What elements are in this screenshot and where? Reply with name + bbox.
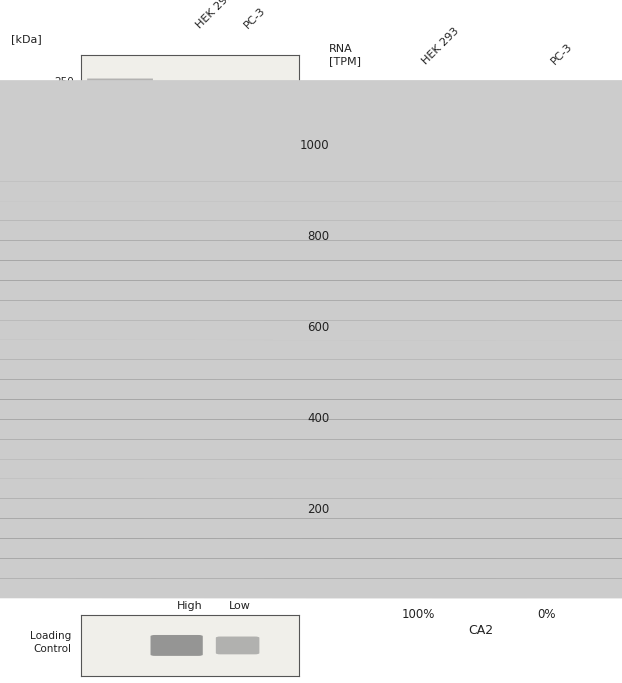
FancyBboxPatch shape [87, 492, 153, 498]
FancyBboxPatch shape [0, 339, 622, 360]
FancyBboxPatch shape [0, 100, 622, 122]
FancyBboxPatch shape [0, 458, 622, 479]
FancyBboxPatch shape [0, 517, 622, 538]
FancyBboxPatch shape [0, 418, 622, 439]
FancyBboxPatch shape [0, 497, 622, 518]
FancyBboxPatch shape [0, 160, 622, 181]
FancyBboxPatch shape [0, 378, 622, 400]
FancyBboxPatch shape [87, 213, 153, 219]
Text: 1000: 1000 [300, 139, 329, 152]
FancyBboxPatch shape [0, 140, 622, 161]
Text: CA2: CA2 [468, 624, 493, 637]
FancyBboxPatch shape [87, 272, 153, 278]
FancyBboxPatch shape [0, 279, 622, 301]
FancyBboxPatch shape [0, 219, 622, 240]
Text: [kDa]: [kDa] [11, 34, 42, 44]
Text: High: High [177, 601, 203, 611]
FancyBboxPatch shape [0, 359, 622, 380]
Text: HEK 293: HEK 293 [420, 25, 462, 66]
FancyBboxPatch shape [0, 298, 622, 320]
FancyBboxPatch shape [0, 199, 622, 221]
FancyBboxPatch shape [151, 635, 203, 656]
FancyBboxPatch shape [218, 395, 264, 411]
FancyBboxPatch shape [0, 318, 622, 340]
FancyBboxPatch shape [87, 417, 153, 423]
FancyBboxPatch shape [0, 298, 622, 320]
FancyBboxPatch shape [87, 79, 153, 85]
FancyBboxPatch shape [0, 576, 622, 598]
FancyBboxPatch shape [0, 359, 622, 380]
FancyBboxPatch shape [0, 160, 622, 181]
FancyBboxPatch shape [0, 458, 622, 479]
Text: PC-3: PC-3 [242, 5, 267, 31]
FancyBboxPatch shape [87, 262, 153, 267]
Text: PC-3: PC-3 [549, 41, 575, 66]
FancyBboxPatch shape [0, 81, 622, 102]
FancyBboxPatch shape [87, 229, 153, 234]
FancyBboxPatch shape [0, 477, 622, 499]
FancyBboxPatch shape [0, 339, 622, 360]
FancyBboxPatch shape [0, 557, 622, 579]
Text: 200: 200 [307, 503, 329, 516]
FancyBboxPatch shape [0, 557, 622, 579]
FancyBboxPatch shape [0, 398, 622, 419]
FancyBboxPatch shape [0, 477, 622, 499]
FancyBboxPatch shape [0, 259, 622, 281]
FancyBboxPatch shape [0, 120, 622, 141]
FancyBboxPatch shape [0, 239, 622, 261]
FancyBboxPatch shape [87, 175, 153, 180]
FancyBboxPatch shape [0, 81, 622, 102]
FancyBboxPatch shape [0, 279, 622, 301]
FancyBboxPatch shape [0, 140, 622, 161]
Text: Loading
Control: Loading Control [30, 631, 71, 654]
FancyBboxPatch shape [87, 283, 153, 290]
FancyBboxPatch shape [0, 418, 622, 439]
Text: 0%: 0% [537, 608, 556, 621]
FancyBboxPatch shape [0, 259, 622, 281]
FancyBboxPatch shape [87, 367, 153, 374]
FancyBboxPatch shape [0, 100, 622, 122]
FancyBboxPatch shape [216, 637, 259, 654]
FancyBboxPatch shape [0, 497, 622, 518]
FancyBboxPatch shape [87, 552, 153, 557]
FancyBboxPatch shape [164, 389, 210, 407]
FancyBboxPatch shape [0, 537, 622, 559]
FancyBboxPatch shape [0, 517, 622, 538]
FancyBboxPatch shape [0, 199, 622, 221]
FancyBboxPatch shape [0, 398, 622, 419]
Text: 800: 800 [307, 230, 329, 243]
Text: HEK 293: HEK 293 [194, 0, 234, 31]
FancyBboxPatch shape [0, 576, 622, 598]
FancyBboxPatch shape [0, 438, 622, 459]
FancyBboxPatch shape [0, 180, 622, 201]
Text: 600: 600 [307, 321, 329, 335]
FancyBboxPatch shape [0, 239, 622, 261]
Text: 100%: 100% [401, 608, 435, 621]
FancyBboxPatch shape [87, 221, 153, 227]
FancyBboxPatch shape [0, 537, 622, 559]
Text: Low: Low [229, 601, 251, 611]
FancyBboxPatch shape [0, 378, 622, 400]
Text: RNA
[TPM]: RNA [TPM] [329, 44, 361, 66]
FancyBboxPatch shape [0, 438, 622, 459]
FancyBboxPatch shape [0, 180, 622, 201]
Text: 400: 400 [307, 413, 329, 426]
FancyBboxPatch shape [0, 318, 622, 340]
FancyBboxPatch shape [0, 219, 622, 240]
FancyBboxPatch shape [0, 120, 622, 141]
